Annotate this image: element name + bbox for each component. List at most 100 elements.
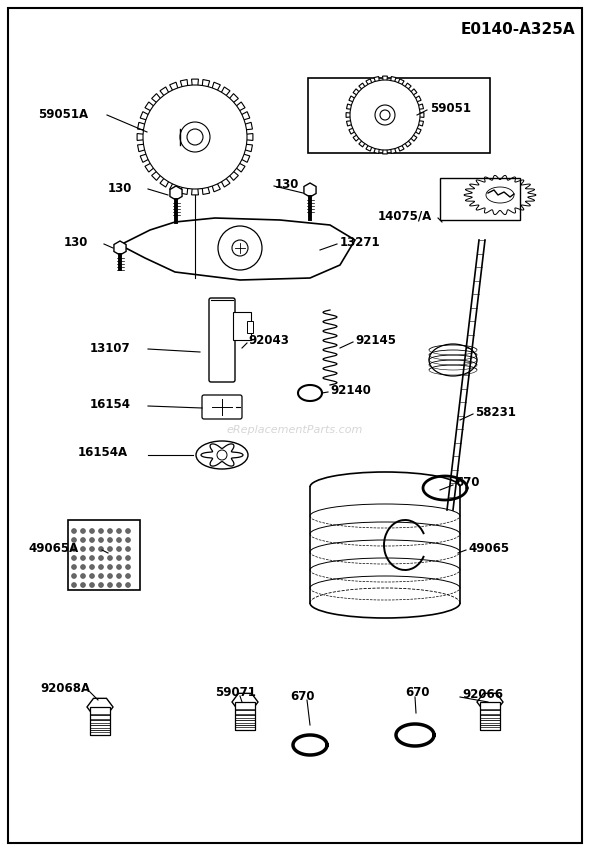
Polygon shape	[201, 176, 209, 195]
Polygon shape	[411, 120, 424, 126]
Circle shape	[80, 564, 86, 569]
Text: 58231: 58231	[475, 405, 516, 419]
Circle shape	[116, 528, 122, 534]
Polygon shape	[137, 134, 155, 140]
Polygon shape	[349, 96, 361, 105]
Polygon shape	[346, 120, 359, 126]
Polygon shape	[353, 89, 365, 99]
FancyBboxPatch shape	[209, 298, 235, 382]
Circle shape	[80, 528, 86, 534]
Polygon shape	[231, 151, 250, 163]
Polygon shape	[234, 143, 253, 151]
Circle shape	[80, 582, 86, 587]
Circle shape	[107, 556, 113, 561]
Polygon shape	[170, 174, 181, 191]
Circle shape	[71, 564, 77, 569]
Polygon shape	[234, 123, 253, 131]
Circle shape	[116, 556, 122, 561]
Circle shape	[99, 538, 103, 542]
Circle shape	[107, 546, 113, 551]
Polygon shape	[401, 135, 411, 147]
Text: 59051: 59051	[430, 101, 471, 115]
Polygon shape	[349, 126, 361, 134]
Polygon shape	[227, 102, 245, 117]
Text: 16154A: 16154A	[78, 447, 128, 460]
Polygon shape	[477, 694, 503, 711]
Text: 59051A: 59051A	[38, 108, 88, 122]
Text: eReplacementParts.com: eReplacementParts.com	[227, 425, 363, 435]
Polygon shape	[140, 111, 159, 123]
Polygon shape	[201, 444, 243, 466]
Text: E0140-A325A: E0140-A325A	[460, 22, 575, 37]
Circle shape	[90, 538, 94, 542]
Text: 130: 130	[108, 181, 132, 195]
Polygon shape	[137, 143, 156, 151]
Circle shape	[80, 556, 86, 561]
Circle shape	[126, 582, 130, 587]
Polygon shape	[170, 83, 181, 100]
Circle shape	[99, 582, 103, 587]
Circle shape	[99, 556, 103, 561]
Circle shape	[116, 574, 122, 579]
Circle shape	[90, 546, 94, 551]
Circle shape	[126, 528, 130, 534]
Circle shape	[99, 564, 103, 569]
Polygon shape	[209, 174, 220, 191]
Circle shape	[90, 574, 94, 579]
Circle shape	[90, 564, 94, 569]
Polygon shape	[412, 112, 424, 117]
Polygon shape	[170, 186, 182, 200]
Polygon shape	[232, 694, 258, 711]
Polygon shape	[396, 139, 404, 151]
Circle shape	[90, 556, 94, 561]
Polygon shape	[401, 83, 411, 94]
Text: 49065A: 49065A	[28, 541, 78, 555]
Polygon shape	[346, 104, 359, 110]
Text: 59071: 59071	[215, 687, 256, 700]
Polygon shape	[359, 135, 369, 147]
Polygon shape	[390, 77, 396, 89]
Circle shape	[180, 122, 210, 152]
Text: 92140: 92140	[330, 384, 371, 397]
Polygon shape	[145, 157, 163, 172]
Circle shape	[126, 564, 130, 569]
Bar	[247, 321, 253, 333]
Circle shape	[90, 528, 94, 534]
Bar	[68, 520, 140, 590]
Polygon shape	[192, 79, 198, 97]
Polygon shape	[114, 241, 126, 255]
Circle shape	[116, 582, 122, 587]
Polygon shape	[145, 102, 163, 117]
Polygon shape	[353, 131, 365, 141]
Polygon shape	[411, 104, 424, 110]
Circle shape	[218, 226, 262, 270]
Circle shape	[187, 129, 203, 145]
Polygon shape	[216, 87, 230, 105]
Bar	[308, 78, 490, 153]
Polygon shape	[409, 126, 421, 134]
Polygon shape	[486, 187, 514, 203]
Polygon shape	[222, 94, 238, 110]
Circle shape	[143, 85, 247, 189]
Circle shape	[107, 582, 113, 587]
Polygon shape	[346, 112, 358, 117]
Polygon shape	[140, 151, 159, 163]
Polygon shape	[382, 76, 388, 88]
Circle shape	[99, 574, 103, 579]
Text: 14075/A: 14075/A	[378, 209, 432, 222]
Text: 16154: 16154	[90, 398, 131, 412]
Bar	[440, 178, 520, 220]
Polygon shape	[366, 79, 375, 91]
Circle shape	[71, 582, 77, 587]
Circle shape	[107, 574, 113, 579]
Polygon shape	[405, 131, 417, 141]
Text: 130: 130	[64, 236, 88, 248]
Bar	[480, 702, 500, 730]
Polygon shape	[235, 134, 253, 140]
Circle shape	[232, 240, 248, 256]
FancyBboxPatch shape	[202, 395, 242, 419]
Polygon shape	[201, 79, 209, 98]
Ellipse shape	[429, 344, 477, 376]
Polygon shape	[382, 142, 388, 154]
Text: 92145: 92145	[355, 334, 396, 346]
